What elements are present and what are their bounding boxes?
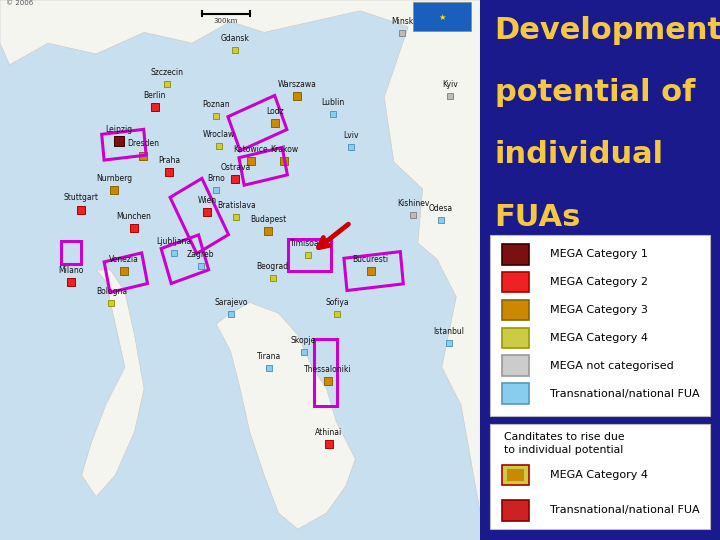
- Text: Praha: Praha: [158, 156, 180, 165]
- Text: Lviv: Lviv: [343, 131, 359, 140]
- Bar: [502, 355, 529, 376]
- Text: Minsk: Minsk: [391, 17, 413, 26]
- Bar: [502, 300, 529, 320]
- Text: Kishinev: Kishinev: [397, 199, 429, 208]
- Text: Lodz: Lodz: [266, 107, 284, 116]
- Bar: [288, 239, 331, 271]
- Bar: [502, 244, 529, 265]
- Bar: [104, 253, 148, 293]
- Bar: [239, 147, 287, 185]
- Text: Odesa: Odesa: [429, 204, 453, 213]
- Bar: [344, 252, 403, 291]
- Text: FUAs: FUAs: [495, 202, 581, 232]
- Text: Munchen: Munchen: [116, 212, 151, 221]
- Bar: [170, 178, 228, 254]
- Bar: [490, 424, 711, 529]
- Bar: [228, 96, 287, 151]
- Text: MEGA Category 4: MEGA Category 4: [550, 333, 648, 343]
- Text: Athinai: Athinai: [315, 428, 343, 437]
- Text: Transnational/national FUA: Transnational/national FUA: [550, 505, 699, 515]
- Bar: [490, 235, 711, 416]
- Text: Poznan: Poznan: [202, 100, 230, 109]
- Text: Bratislava: Bratislava: [217, 201, 256, 210]
- Text: Nurnberg: Nurnberg: [96, 174, 132, 183]
- Text: Berlin: Berlin: [143, 91, 166, 100]
- Text: Thessaloniki: Thessaloniki: [304, 364, 351, 374]
- Text: © 2006: © 2006: [6, 1, 33, 6]
- Text: Beograd: Beograd: [257, 262, 289, 271]
- Text: Timisoara: Timisoara: [289, 239, 327, 248]
- Polygon shape: [81, 270, 144, 497]
- Text: Istanbul: Istanbul: [433, 327, 464, 336]
- Bar: [502, 328, 529, 348]
- Bar: [102, 130, 146, 160]
- Text: MEGA Category 2: MEGA Category 2: [550, 277, 648, 287]
- Text: Bologna: Bologna: [96, 287, 127, 296]
- Text: Canditates to rise due
to individual potential: Canditates to rise due to individual pot…: [504, 432, 625, 455]
- Text: Scenario 2020: Scenario 2020: [495, 305, 624, 322]
- Text: ★: ★: [438, 13, 446, 22]
- Bar: [61, 241, 81, 264]
- Text: Ostrava: Ostrava: [220, 163, 251, 172]
- Text: Dresden: Dresden: [127, 139, 159, 148]
- Polygon shape: [0, 0, 480, 513]
- Bar: [161, 235, 209, 284]
- Text: MEGA Category 3: MEGA Category 3: [550, 305, 648, 315]
- Bar: [314, 339, 337, 406]
- Text: Zagreb: Zagreb: [187, 249, 215, 259]
- Text: Lublin: Lublin: [322, 98, 345, 107]
- Text: Warszawa: Warszawa: [277, 80, 316, 89]
- Text: Wien: Wien: [198, 195, 217, 205]
- Bar: [413, 2, 471, 31]
- Text: Sofiya: Sofiya: [325, 298, 349, 307]
- Bar: [508, 469, 524, 481]
- Text: potential of: potential of: [495, 78, 695, 107]
- Bar: [502, 500, 529, 521]
- Text: MEGA Category 4: MEGA Category 4: [550, 470, 648, 480]
- Text: Szczecin: Szczecin: [150, 68, 183, 77]
- Text: Bucuresti: Bucuresti: [353, 255, 389, 264]
- Text: Katowice: Katowice: [233, 145, 268, 154]
- Bar: [502, 465, 529, 485]
- Text: Development: Development: [495, 16, 720, 45]
- Text: Krakow: Krakow: [270, 145, 298, 154]
- Text: Sarajevo: Sarajevo: [215, 298, 248, 307]
- Text: Transnational/national FUA: Transnational/national FUA: [550, 389, 699, 399]
- Text: Draft Trend: Draft Trend: [495, 270, 599, 287]
- Text: Skopje: Skopje: [291, 336, 316, 345]
- Text: individual: individual: [495, 140, 664, 170]
- Text: Budapest: Budapest: [250, 215, 286, 224]
- Text: (February 2006): (February 2006): [495, 340, 640, 357]
- Text: Stuttgart: Stuttgart: [63, 193, 98, 202]
- Text: Tirana: Tirana: [257, 352, 281, 361]
- Text: Leipzig: Leipzig: [106, 125, 132, 134]
- Text: Gdansk: Gdansk: [221, 34, 250, 43]
- Text: Wroclaw: Wroclaw: [202, 130, 235, 139]
- Bar: [502, 383, 529, 404]
- Text: Ljubljana: Ljubljana: [156, 237, 192, 246]
- Text: MEGA not categorised: MEGA not categorised: [550, 361, 673, 370]
- Text: MEGA Category 1: MEGA Category 1: [550, 249, 648, 259]
- Text: Milano: Milano: [58, 266, 84, 275]
- Text: Brno: Brno: [207, 174, 225, 183]
- Text: Venezia: Venezia: [109, 255, 139, 264]
- Text: Kyiv: Kyiv: [443, 80, 459, 89]
- Bar: [502, 272, 529, 293]
- Polygon shape: [216, 302, 356, 529]
- Text: 300km: 300km: [214, 18, 238, 24]
